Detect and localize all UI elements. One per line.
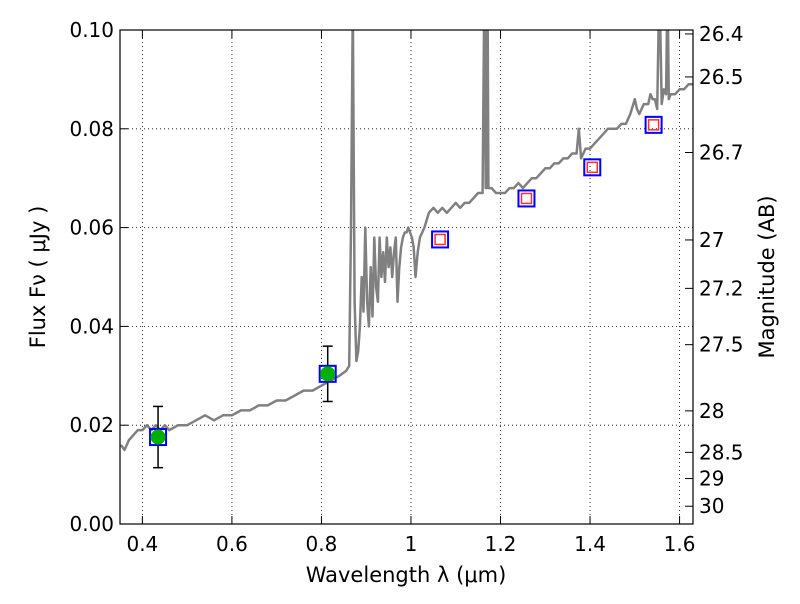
detection-marker <box>320 366 336 382</box>
detection-marker <box>150 429 166 445</box>
right-tick-label: 26.5 <box>699 65 744 89</box>
model-square-marker <box>644 115 663 134</box>
y-tick-labels: 0.00 0.02 0.04 0.06 0.08 0.10 <box>69 18 114 536</box>
predicted-square-marker <box>647 119 660 131</box>
x-tick-labels: 0.4 0.6 0.8 1 1.2 1.4 1.6 <box>126 532 695 556</box>
right-tick-label: 27.5 <box>699 333 744 357</box>
spectrum-series <box>120 30 693 452</box>
model-square-marker <box>583 158 602 177</box>
y-tick-label: 0.04 <box>69 314 114 338</box>
x-tick-label: 1.6 <box>664 532 696 556</box>
right-tick-label: 26.4 <box>699 22 744 46</box>
x-tick-label: 0.8 <box>306 532 338 556</box>
x-tick-label: 1.2 <box>485 532 517 556</box>
x-tick-label: 1 <box>405 532 418 556</box>
right-tick-label: 27 <box>699 228 724 252</box>
right-axis-label: Magnitude (AB) <box>755 195 779 358</box>
y-tick-label: 0.02 <box>69 413 114 437</box>
x-tick-label: 1.4 <box>574 532 606 556</box>
model-square-marker <box>318 364 337 383</box>
right-tick-label: 26.7 <box>699 141 744 165</box>
model-square-marker <box>517 189 536 208</box>
y-axis-label: Flux Fν ( μJy ) <box>26 206 50 349</box>
predicted-square-marker <box>520 192 533 205</box>
axis-ticks <box>120 29 693 525</box>
y-tick-label: 0.10 <box>69 18 114 42</box>
spectrum-line <box>120 30 693 452</box>
right-tick-label: 30 <box>699 494 724 518</box>
x-tick-label: 0.4 <box>126 532 158 556</box>
model-square-marker <box>431 230 450 249</box>
grid-lines <box>120 30 693 524</box>
predicted-square-marker <box>434 233 446 246</box>
y-tick-label: 0.00 <box>69 512 114 536</box>
plot-frame <box>119 29 694 525</box>
x-tick-label: 0.6 <box>216 532 248 556</box>
y-tick-label: 0.08 <box>69 117 114 141</box>
y-tick-label: 0.06 <box>69 216 114 240</box>
right-tick-labels: 26.4 26.5 26.7 27 27.2 27.5 28 28.5 29 30 <box>699 22 744 518</box>
model-square-marker <box>149 428 168 447</box>
predicted-square-marker <box>586 161 599 174</box>
right-tick-label: 28 <box>699 399 724 423</box>
right-tick-label: 29 <box>699 467 724 491</box>
right-tick-label: 28.5 <box>699 440 744 464</box>
right-tick-label: 27.2 <box>699 276 744 300</box>
photometry-points <box>149 115 663 469</box>
x-axis-label: Wavelength λ (μm) <box>306 563 507 587</box>
